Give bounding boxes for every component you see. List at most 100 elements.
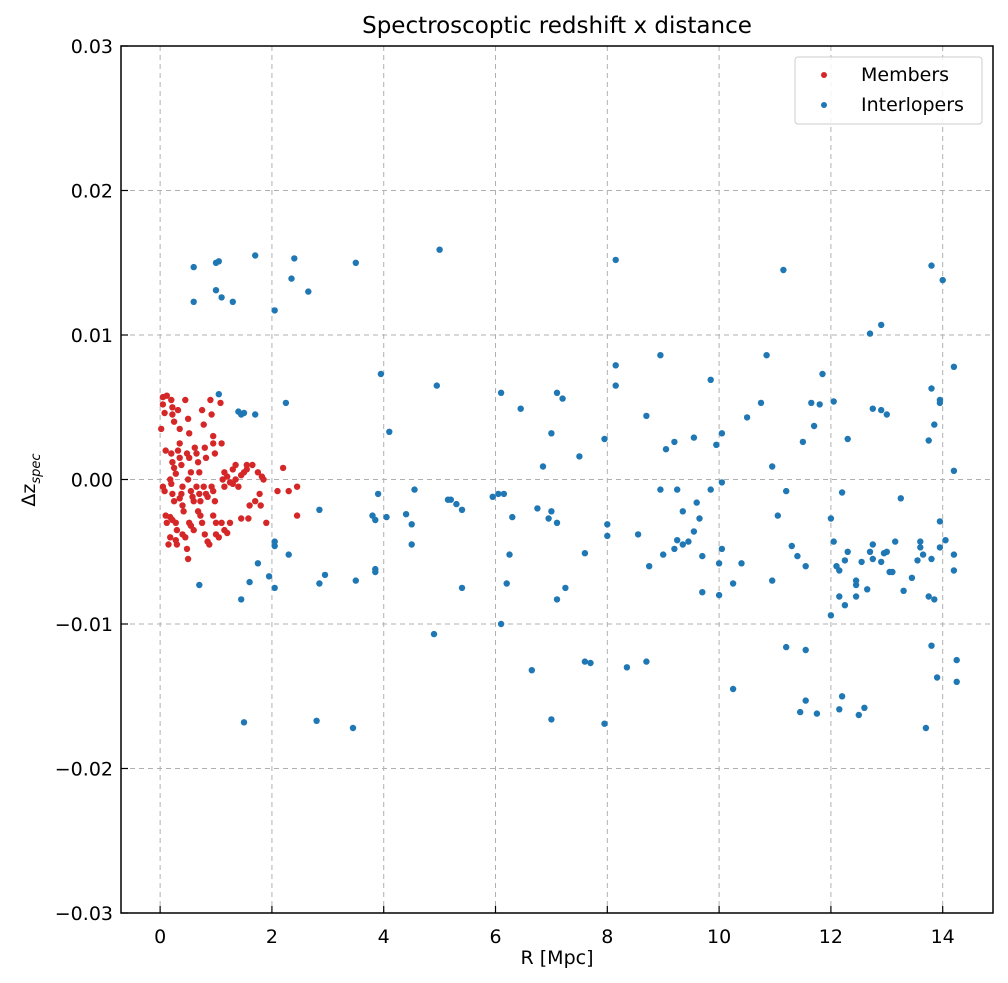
- data-point: [646, 563, 653, 570]
- grid: [121, 46, 993, 913]
- data-point: [207, 396, 214, 404]
- data-point: [194, 459, 202, 466]
- data-point: [202, 454, 210, 461]
- data-point: [738, 560, 745, 567]
- data-point: [169, 490, 176, 498]
- data-point: [836, 706, 843, 713]
- data-point: [163, 392, 170, 399]
- data-point: [240, 409, 248, 417]
- data-point: [509, 513, 516, 521]
- data-point: [908, 574, 916, 581]
- data-point: [285, 487, 292, 495]
- series-members: [158, 392, 301, 563]
- data-point: [349, 724, 357, 732]
- data-point: [810, 422, 818, 430]
- data-point: [953, 678, 960, 685]
- data-point: [180, 508, 187, 515]
- data-point: [836, 567, 843, 574]
- data-point: [243, 466, 250, 473]
- data-point: [889, 568, 896, 576]
- data-point: [291, 255, 298, 262]
- data-point: [864, 586, 871, 593]
- y-axis-label-subscript: spec: [29, 453, 44, 483]
- data-point: [707, 376, 714, 383]
- data-point: [928, 262, 935, 269]
- data-point: [933, 674, 941, 681]
- data-point: [559, 395, 566, 402]
- x-tick-label: 2: [266, 926, 278, 948]
- data-point: [176, 495, 183, 502]
- data-point: [173, 526, 181, 534]
- data-point: [869, 405, 876, 412]
- data-point: [271, 584, 278, 592]
- data-point: [176, 425, 183, 433]
- x-tick-label: 10: [707, 926, 731, 948]
- data-point: [224, 529, 231, 537]
- data-point: [861, 704, 868, 711]
- data-point: [169, 459, 176, 466]
- data-point: [198, 519, 206, 526]
- data-point: [206, 541, 213, 548]
- data-point: [769, 463, 776, 470]
- data-point: [819, 370, 826, 378]
- data-point: [936, 518, 944, 525]
- x-tick-label: 0: [154, 926, 166, 948]
- data-point: [161, 409, 168, 417]
- data-point: [240, 719, 248, 726]
- data-point: [604, 521, 611, 528]
- data-point: [939, 276, 946, 284]
- data-point: [238, 596, 245, 603]
- data-point: [168, 396, 175, 404]
- data-point: [168, 480, 175, 487]
- data-point: [883, 548, 890, 555]
- data-point: [433, 382, 440, 389]
- data-point: [953, 656, 960, 664]
- data-point: [679, 508, 686, 515]
- data-point: [161, 487, 168, 495]
- data-point: [545, 515, 552, 522]
- data-point: [718, 479, 726, 486]
- x-tick-label: 4: [378, 926, 390, 948]
- data-point: [190, 298, 197, 305]
- data-point: [204, 493, 211, 500]
- data-point: [279, 464, 287, 472]
- data-point: [553, 596, 561, 603]
- data-point: [696, 515, 703, 522]
- y-tick-label: −0.02: [55, 759, 113, 781]
- data-point: [715, 591, 723, 599]
- data-point: [218, 519, 225, 526]
- data-point: [866, 330, 874, 337]
- data-point: [174, 447, 182, 454]
- data-point: [293, 512, 301, 519]
- data-point: [402, 511, 410, 518]
- data-point: [226, 519, 234, 526]
- data-point: [169, 404, 176, 411]
- y-tick-label: −0.03: [55, 903, 113, 925]
- data-point: [211, 498, 219, 505]
- data-point: [679, 541, 686, 548]
- data-point: [539, 463, 547, 470]
- data-point: [855, 711, 862, 719]
- data-point: [224, 473, 231, 480]
- data-point: [662, 446, 670, 453]
- data-point: [165, 541, 172, 548]
- data-point: [852, 581, 860, 589]
- data-point: [182, 534, 189, 541]
- data-point: [201, 531, 208, 538]
- data-point: [931, 596, 938, 603]
- data-point: [713, 441, 720, 448]
- data-point: [707, 486, 714, 493]
- data-point: [604, 532, 611, 540]
- data-point: [878, 406, 885, 414]
- data-point: [196, 581, 203, 589]
- data-point: [285, 551, 292, 558]
- y-tick-label: 0.01: [71, 325, 113, 347]
- data-point: [458, 506, 466, 513]
- data-point: [271, 538, 278, 545]
- data-point: [729, 580, 737, 587]
- data-point: [869, 555, 876, 563]
- data-point: [925, 593, 932, 600]
- data-point: [187, 469, 195, 476]
- x-tick-label: 12: [819, 926, 843, 948]
